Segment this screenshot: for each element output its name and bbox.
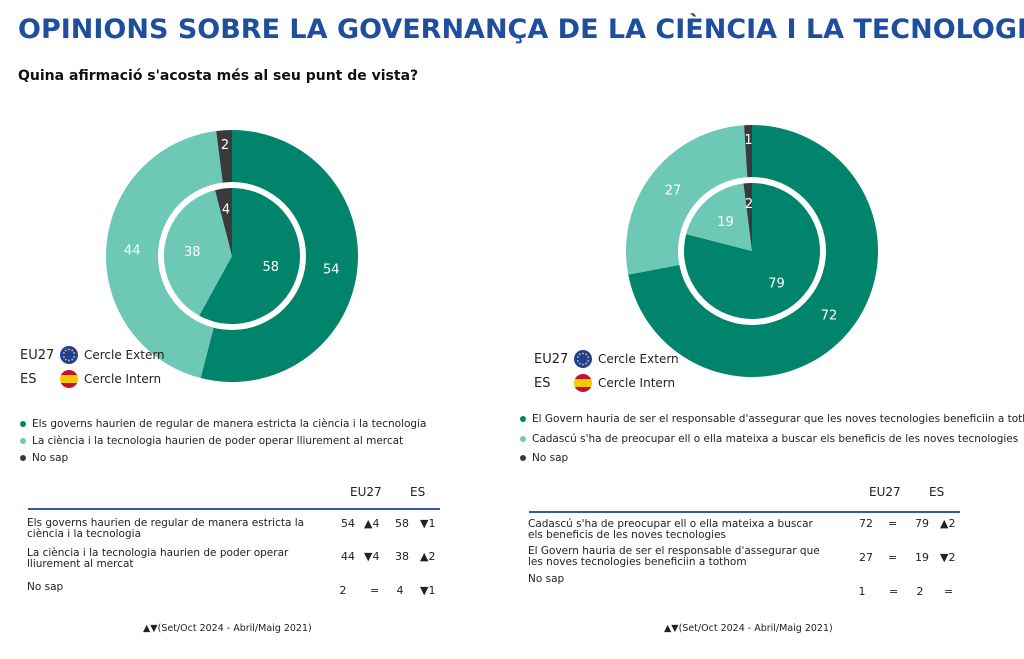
inner-label: Cercle Intern: [598, 376, 676, 390]
inner-slice-2: [743, 183, 752, 251]
eu-flag-icon: [60, 346, 78, 364]
col-header-es: ES: [410, 485, 426, 499]
outer-value-label: 54: [323, 263, 340, 278]
donut-chart-left: 54 44 2 58 38 4: [105, 130, 359, 382]
inner-slice-2: [215, 188, 232, 256]
cmp-es: ▲2: [940, 517, 956, 530]
donut-chart-right: 72 27 1 79 19 2: [626, 125, 878, 377]
col-header-eu27: EU27: [350, 485, 382, 499]
cell-es: 38: [395, 550, 409, 563]
inner-value-label: 79: [768, 277, 785, 292]
category-legend: El Govern hauria de ser el responsable d…: [520, 409, 1024, 467]
cmp-eu: ▲4: [364, 517, 380, 530]
inner-value-label: 2: [745, 197, 753, 212]
es-flag-icon: [574, 374, 592, 392]
inner-value-label: 38: [184, 245, 201, 260]
legend-item: Els governs haurien de regular de manera…: [20, 415, 426, 432]
cell-es: 2: [916, 585, 924, 598]
row-label: No sap: [27, 581, 64, 593]
legend-item: Cadascú s'ha de preocupar ell o ella mat…: [520, 429, 1024, 448]
outer-code: EU27: [534, 351, 569, 367]
cmp-es: ▲2: [420, 550, 436, 563]
outer-value-label: 1: [744, 133, 752, 148]
table-rule: [529, 511, 960, 513]
page-subtitle: Quina afirmació s'acosta més al seu punt…: [18, 68, 419, 84]
inner-slice-1: [164, 190, 232, 316]
legend-item: No sap: [520, 448, 1024, 467]
col-header-eu27: EU27: [869, 485, 901, 499]
outer-value-label: 27: [665, 184, 682, 199]
cmp-es: ▼1: [420, 517, 436, 530]
legend-dot: [520, 435, 526, 442]
inner-slice-1: [686, 183, 752, 251]
cmp-es: ▼1: [420, 584, 436, 597]
legend-item: La ciència i la tecnologia haurien de po…: [20, 432, 426, 449]
cell-es: 79: [915, 517, 929, 530]
eu-flag-icon: [574, 350, 592, 368]
legend-item: El Govern hauria de ser el responsable d…: [520, 409, 1024, 429]
category-legend: Els governs haurien de regular de manera…: [20, 415, 426, 466]
cmp-eu: =: [889, 585, 899, 598]
outer-label: Cercle Extern: [598, 352, 679, 366]
legend-dot: [20, 454, 26, 461]
row-label: Els governs haurien de regular de manera…: [27, 517, 305, 540]
outer-value-label: 72: [821, 309, 838, 324]
inner-code: ES: [20, 371, 37, 387]
cmp-eu: ▼4: [364, 550, 380, 563]
cell-eu: 27: [859, 551, 873, 564]
col-header-es: ES: [929, 485, 945, 499]
inner-code: ES: [534, 375, 551, 391]
cmp-eu: =: [888, 551, 898, 564]
table-rule: [28, 508, 440, 510]
cell-es: 4: [396, 584, 404, 597]
cell-es: 19: [915, 551, 929, 564]
outer-code: EU27: [20, 347, 55, 363]
outer-value-label: 2: [221, 138, 229, 153]
left-panel: 54 44 2 58 38 4 EU27 Cercle Extern ES Cercle …: [20, 130, 440, 634]
row-label: El Govern hauria de ser el responsable d…: [528, 545, 820, 568]
legend-dot: [520, 416, 526, 422]
inner-slice-0: [199, 188, 301, 324]
row-label: No sap: [528, 573, 565, 585]
inner-value-label: 58: [262, 260, 279, 275]
legend-dot: [20, 437, 26, 444]
cell-eu: 2: [339, 584, 347, 597]
row-label: Cadascú s'ha de preocupar ell o ella mat…: [528, 518, 813, 541]
es-flag-icon: [60, 370, 78, 388]
legend-dot: [520, 454, 526, 461]
row-label: La ciència i la tecnologia haurien de po…: [27, 547, 289, 570]
cmp-es: ▼2: [940, 551, 956, 564]
legend-dot: [20, 420, 26, 427]
cmp-es: =: [944, 585, 954, 598]
inner-label: Cercle Intern: [84, 372, 162, 386]
comparison-note: ▲▼(Set/Oct 2024 - Abril/Maig 2021): [143, 623, 312, 634]
outer-label: Cercle Extern: [84, 348, 165, 362]
outer-value-label: 44: [124, 244, 141, 259]
cell-eu: 44: [341, 550, 355, 563]
inner-value-label: 4: [222, 202, 230, 217]
cell-eu: 1: [858, 585, 866, 598]
inner-value-label: 19: [717, 215, 734, 230]
cell-eu: 72: [859, 517, 873, 530]
comparison-note: ▲▼(Set/Oct 2024 - Abril/Maig 2021): [664, 623, 833, 634]
page-title: OPINIONS SOBRE LA GOVERNANÇA DE LA CIÈNC…: [18, 14, 1024, 45]
cmp-eu: =: [888, 517, 898, 530]
legend-item: No sap: [20, 449, 426, 466]
cell-eu: 54: [341, 517, 355, 530]
cmp-eu: =: [370, 584, 380, 597]
right-panel: 72 27 1 79 19 2 EU27 Cercle Extern ES Cercle …: [512, 0, 1024, 659]
cell-es: 58: [395, 517, 409, 530]
